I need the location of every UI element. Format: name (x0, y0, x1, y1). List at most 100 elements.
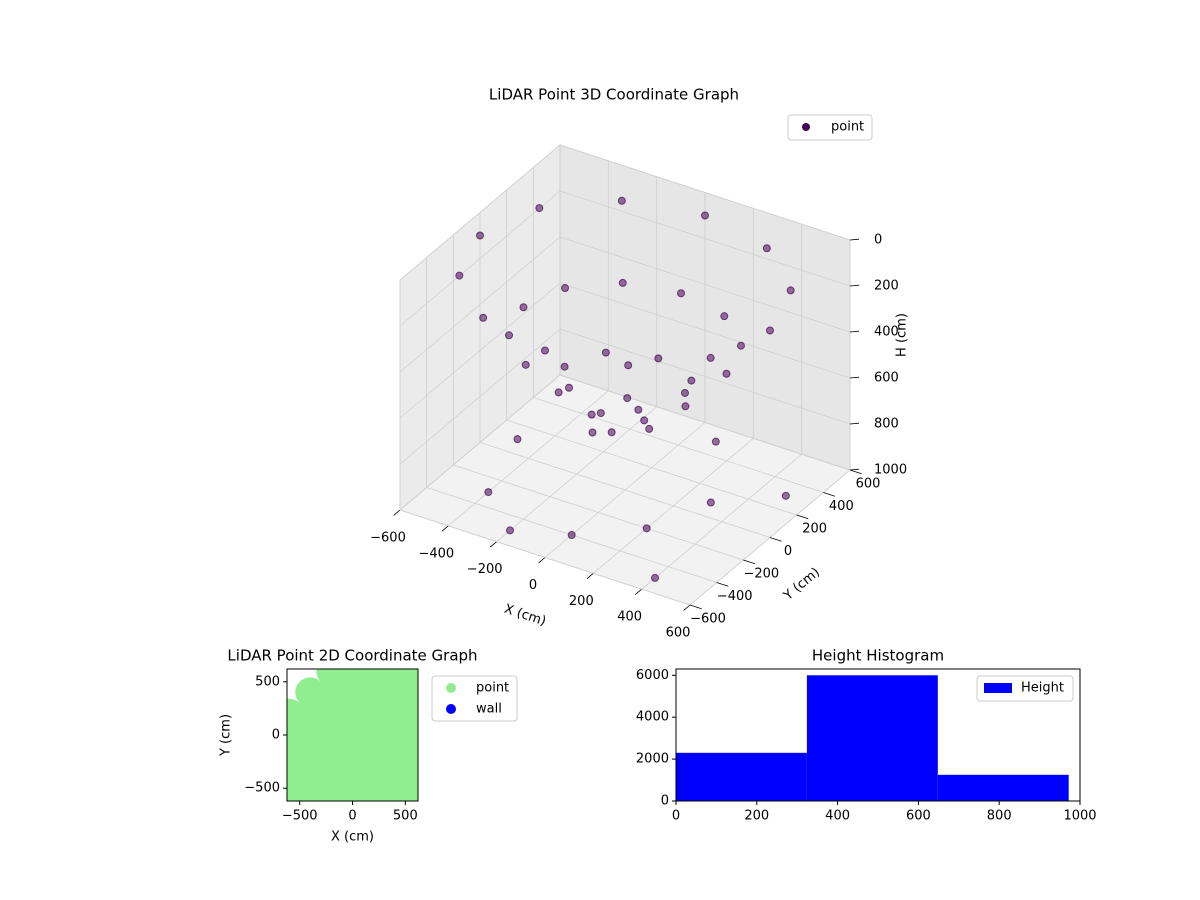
point (379, 762, 410, 793)
plot-area (287, 669, 418, 801)
tick-mark (849, 238, 860, 241)
legend-label: wall (476, 702, 502, 717)
point (554, 388, 563, 397)
point (295, 677, 326, 708)
point (762, 244, 771, 253)
grid-line (479, 442, 771, 538)
tick-mark (849, 469, 862, 475)
point (400, 783, 418, 801)
bar (937, 774, 1069, 801)
point (618, 278, 627, 287)
tick-mark (849, 376, 860, 379)
tick-mark (683, 604, 691, 611)
point (642, 524, 651, 533)
legend-label: point (831, 120, 864, 135)
point (513, 435, 522, 444)
point (337, 762, 368, 793)
y-tick-label: 0 (661, 794, 669, 809)
point (337, 698, 368, 729)
grid-line (559, 328, 851, 425)
x-tick-label: −200 (467, 562, 503, 577)
tick-mark (823, 492, 836, 497)
x-tick-label: −400 (418, 546, 454, 561)
grid-line (399, 374, 561, 511)
y-tick-label: 4000 (636, 710, 669, 725)
z-tick-label: 0 (874, 233, 882, 248)
legend-label: Height (1021, 681, 1064, 696)
point (379, 698, 410, 729)
point (736, 341, 745, 350)
grid-line (399, 509, 691, 606)
tick-mark (393, 509, 401, 516)
y-tick-label: 2000 (636, 752, 669, 767)
point (677, 289, 685, 298)
chart-title: Height Histogram (812, 647, 944, 665)
point (645, 424, 654, 433)
chart-title: LiDAR Point 3D Coordinate Graph (489, 86, 739, 104)
x-tick-label: −600 (370, 531, 406, 546)
point (379, 720, 410, 750)
x-tick-label: 800 (987, 809, 1012, 824)
tick-mark (849, 330, 860, 333)
grid-line (399, 144, 561, 281)
point (607, 428, 616, 437)
point (316, 762, 347, 793)
legend-marker (446, 683, 456, 693)
point (337, 741, 368, 772)
point (358, 762, 389, 793)
x-tick-label: 200 (744, 809, 769, 824)
x-tick-label: 400 (617, 610, 642, 625)
y-tick-label: −600 (690, 612, 726, 627)
grid-line (559, 144, 851, 241)
point (617, 196, 626, 205)
tick-mark (849, 468, 860, 471)
point (316, 720, 347, 750)
point (295, 720, 326, 750)
x-axis-label: X (cm) (331, 830, 374, 845)
point (358, 720, 389, 750)
point (654, 354, 663, 363)
chart-title: LiDAR Point 2D Coordinate Graph (227, 647, 477, 665)
tick-mark (538, 557, 546, 564)
x-tick-label: 200 (569, 594, 594, 609)
point (687, 376, 696, 385)
y-tick-label: 600 (856, 477, 881, 492)
point (588, 428, 597, 437)
x-tick-label: 400 (825, 809, 850, 824)
point (316, 741, 347, 772)
point (567, 531, 576, 539)
point (706, 498, 715, 507)
z-tick-label: 400 (874, 325, 899, 340)
y-tick-label: −400 (717, 589, 753, 604)
x-tick-label: 1000 (1063, 809, 1096, 824)
tick-mark (849, 422, 860, 425)
grid-line (399, 328, 561, 465)
x-tick-label: 600 (906, 809, 931, 824)
point (358, 698, 389, 729)
point (722, 369, 731, 378)
tick-mark (490, 541, 497, 548)
point (680, 388, 689, 397)
z-tick-label: 800 (874, 417, 899, 432)
point (560, 362, 569, 371)
x-tick-label: 0 (529, 578, 537, 593)
x-tick-label: 0 (348, 809, 356, 824)
legend-box (787, 114, 873, 141)
point (706, 353, 715, 362)
grid-line (453, 464, 744, 561)
y-tick-label: −200 (743, 567, 779, 582)
z-axis-label: H (cm) (895, 313, 910, 357)
tick-mark (441, 525, 449, 532)
legend-marker (446, 704, 456, 714)
point (587, 410, 596, 419)
point (701, 211, 709, 220)
point (720, 312, 729, 321)
point (601, 348, 610, 357)
point (541, 346, 549, 355)
point (565, 383, 573, 392)
point (316, 698, 347, 729)
grid-line (533, 397, 824, 493)
point (505, 331, 514, 340)
legend-marker (802, 123, 810, 131)
point (358, 741, 389, 772)
